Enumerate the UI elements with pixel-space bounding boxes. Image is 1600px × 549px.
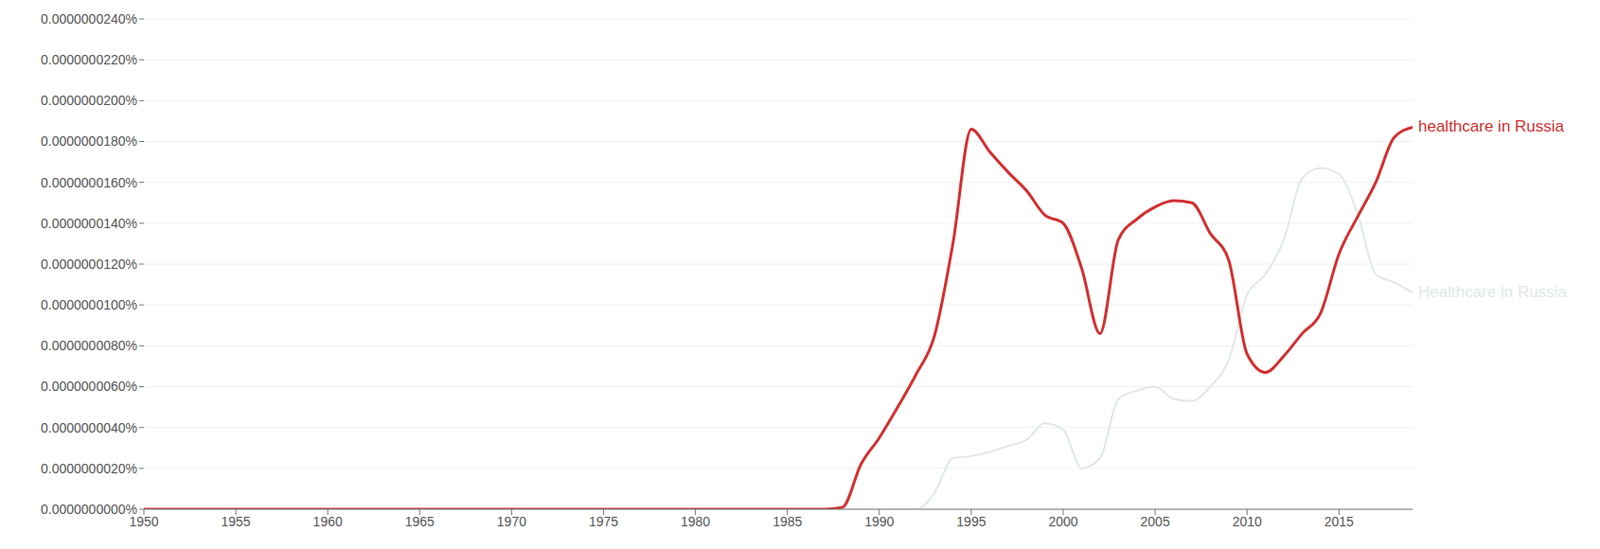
svg-text:2005: 2005 (1140, 514, 1171, 530)
svg-text:0.0000000240%: 0.0000000240% (40, 11, 138, 27)
svg-text:0.0000000040%: 0.0000000040% (40, 420, 138, 436)
svg-text:1990: 1990 (864, 514, 894, 530)
svg-text:0.0000000100%: 0.0000000100% (40, 297, 138, 313)
svg-text:0.0000000080%: 0.0000000080% (40, 337, 138, 354)
svg-text:2000: 2000 (1048, 514, 1078, 530)
svg-text:1950: 1950 (129, 513, 159, 530)
svg-text:0.0000000020%: 0.0000000020% (40, 461, 138, 477)
svg-text:0.0000000200%: 0.0000000200% (40, 92, 138, 108)
svg-text:0.0000000140%: 0.0000000140% (40, 215, 138, 232)
svg-text:1995: 1995 (956, 514, 986, 530)
svg-text:1985: 1985 (772, 514, 802, 530)
svg-text:Healthcare in Russia: Healthcare in Russia (1418, 283, 1567, 302)
svg-text:1955: 1955 (221, 514, 251, 530)
svg-text:0.0000000160%: 0.0000000160% (40, 175, 138, 191)
svg-text:1970: 1970 (497, 514, 527, 530)
svg-text:2010: 2010 (1232, 514, 1263, 530)
svg-text:0.0000000120%: 0.0000000120% (40, 256, 138, 272)
svg-text:0.0000000060%: 0.0000000060% (40, 378, 138, 394)
svg-text:0.0000000180%: 0.0000000180% (40, 133, 138, 149)
svg-text:2015: 2015 (1324, 514, 1354, 530)
svg-text:1965: 1965 (405, 514, 435, 530)
svg-text:healthcare in Russia: healthcare in Russia (1418, 117, 1565, 136)
svg-text:1980: 1980 (680, 514, 711, 530)
svg-text:0.0000000220%: 0.0000000220% (40, 52, 138, 68)
svg-text:1975: 1975 (588, 514, 619, 530)
svg-text:0.0000000000%: 0.0000000000% (40, 501, 138, 517)
svg-text:1960: 1960 (313, 514, 343, 530)
